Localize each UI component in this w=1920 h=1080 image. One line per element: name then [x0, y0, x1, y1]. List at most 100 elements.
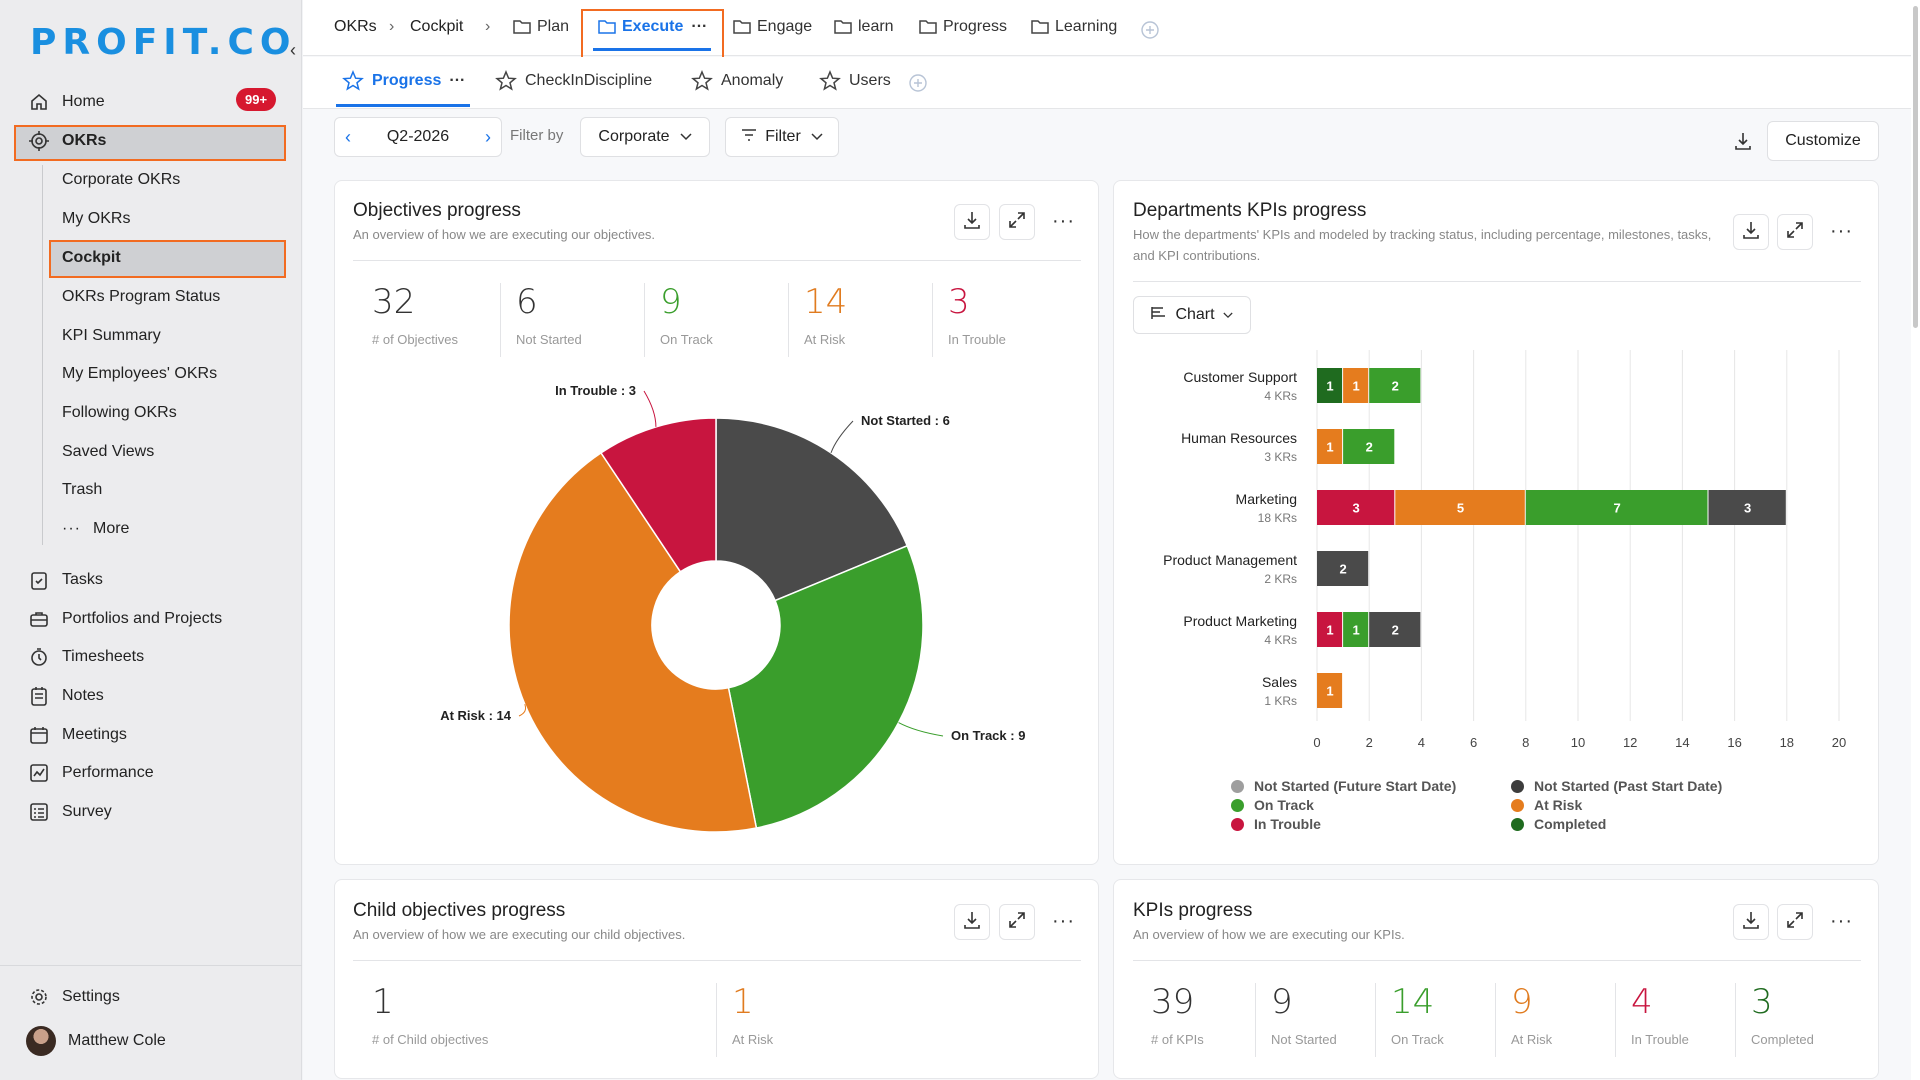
sidebar-item-trash[interactable]: Trash	[62, 481, 103, 498]
tab-label: Progress	[943, 18, 1008, 35]
add-subtab-icon[interactable]	[908, 73, 928, 98]
breadcrumb-okrs[interactable]: OKRs	[334, 18, 377, 35]
child-more-icon[interactable]: ···	[1052, 910, 1075, 932]
sidebar-item-settings[interactable]: Settings	[28, 982, 120, 1012]
chart-view-dropdown[interactable]: Chart	[1133, 296, 1251, 334]
sidebar-item-tasks[interactable]: Tasks	[28, 565, 103, 595]
folder-icon	[919, 19, 937, 35]
objectives-more-icon[interactable]: ···	[1052, 210, 1075, 232]
departments-more-icon[interactable]: ···	[1830, 220, 1853, 242]
subtab-anomaly[interactable]: Anomaly	[691, 70, 783, 92]
card-divider	[1133, 281, 1861, 282]
sidebar-item-kpi-summary[interactable]: KPI Summary	[62, 327, 161, 344]
tab-label: Engage	[757, 18, 813, 35]
sidebar-item-cockpit[interactable]: Cockpit	[62, 249, 121, 266]
category-label: Product Marketing	[1183, 613, 1297, 629]
tab-execute[interactable]: Execute ···	[598, 18, 707, 36]
sidebar-item-my-okrs[interactable]: My OKRs	[62, 210, 131, 227]
download-icon[interactable]	[1733, 131, 1753, 156]
kpis-expand-button[interactable]	[1777, 904, 1813, 940]
bar-segment-on-track[interactable]	[1369, 368, 1421, 403]
bar-segment-at-risk[interactable]	[1317, 673, 1343, 708]
legend-item[interactable]: Not Started (Future Start Date)	[1231, 778, 1456, 794]
tab-progress[interactable]: Progress	[919, 18, 1007, 36]
profit-co-logo[interactable]: PROFIT.CO	[30, 22, 297, 63]
donut-slice-on-track[interactable]	[727, 544, 924, 829]
sidebar-item-program-status[interactable]: OKRs Program Status	[62, 288, 221, 305]
next-period-icon[interactable]: ›	[484, 126, 491, 147]
sidebar-item-more[interactable]: ··· More	[62, 514, 129, 544]
collapse-sidebar-icon[interactable]: ‹	[290, 40, 296, 60]
sidebar-item-employees-okrs[interactable]: My Employees' OKRs	[62, 365, 218, 382]
sidebar-item-performance[interactable]: Performance	[28, 758, 154, 788]
donut-slice-not-started[interactable]	[715, 417, 909, 602]
user-profile[interactable]: Matthew Cole	[26, 1026, 166, 1056]
bar-segment-on-track[interactable]	[1343, 429, 1395, 464]
bar-segment-at-risk[interactable]	[1343, 368, 1369, 403]
subtab-options-icon[interactable]: ···	[449, 72, 466, 89]
sidebar-item-following-okrs[interactable]: Following OKRs	[62, 404, 177, 421]
tab-plan[interactable]: Plan	[513, 18, 569, 36]
subtab-users[interactable]: Users	[819, 70, 891, 92]
bar-segment-in-trouble[interactable]	[1317, 490, 1395, 525]
child-expand-button[interactable]	[999, 904, 1035, 940]
tab-learning[interactable]: Learning	[1031, 18, 1117, 36]
sidebar-item-corporate-okrs[interactable]: Corporate OKRs	[62, 171, 181, 188]
bar-segment-not-started-past-start-date-[interactable]	[1708, 490, 1786, 525]
sidebar-item-survey[interactable]: Survey	[28, 797, 112, 827]
calendar-icon	[28, 724, 50, 746]
breadcrumb-cockpit[interactable]: Cockpit	[410, 18, 464, 35]
category-sublabel: 4 KRs	[1264, 633, 1297, 647]
stat-label: # of Objectives	[372, 332, 458, 347]
tab-label: Plan	[537, 18, 570, 35]
kpis-more-icon[interactable]: ···	[1830, 910, 1853, 932]
objectives-expand-button[interactable]	[999, 204, 1035, 240]
bar-segment-on-track[interactable]	[1525, 490, 1708, 525]
scrollbar-thumb[interactable]	[1913, 6, 1918, 328]
filter-by-dropdown[interactable]: Corporate	[580, 117, 710, 157]
tab-options-icon[interactable]: ···	[691, 18, 708, 35]
bar-segment-at-risk[interactable]	[1317, 429, 1343, 464]
subtab-checkindiscipline[interactable]: CheckInDiscipline	[495, 70, 652, 92]
stat-kpis-not-started: 9 Not Started	[1271, 982, 1337, 1062]
bar-segment-on-track[interactable]	[1343, 612, 1369, 647]
tab-learn[interactable]: learn	[834, 18, 894, 36]
sidebar-item-meetings[interactable]: Meetings	[28, 720, 127, 750]
customize-button[interactable]: Customize	[1767, 121, 1879, 161]
sidebar-item-timesheets[interactable]: Timesheets	[28, 642, 144, 672]
legend-item[interactable]: Not Started (Past Start Date)	[1511, 778, 1722, 794]
sidebar-item-saved-views[interactable]: Saved Views	[62, 443, 155, 460]
bar-segment-not-started-past-start-date-[interactable]	[1369, 612, 1421, 647]
filter-button[interactable]: Filter	[725, 117, 839, 157]
active-subtab-underline	[336, 104, 470, 107]
legend-item[interactable]: At Risk	[1511, 797, 1582, 813]
bar-segment-at-risk[interactable]	[1395, 490, 1525, 525]
bar-segment-in-trouble[interactable]	[1317, 612, 1343, 647]
sidebar-item-home[interactable]: Home	[28, 87, 105, 117]
home-icon	[28, 91, 50, 113]
objectives-download-button[interactable]	[954, 204, 990, 240]
add-tab-icon[interactable]	[1140, 20, 1160, 45]
sidebar-item-portfolios[interactable]: Portfolios and Projects	[28, 604, 222, 634]
scrollbar[interactable]	[1911, 0, 1920, 1080]
download-icon	[962, 910, 982, 935]
bar-segment-not-started-past-start-date-[interactable]	[1317, 551, 1369, 586]
x-tick-label: 16	[1727, 735, 1741, 750]
departments-expand-button[interactable]	[1777, 214, 1813, 250]
child-download-button[interactable]	[954, 904, 990, 940]
bar-segment-completed[interactable]	[1317, 368, 1343, 403]
departments-download-button[interactable]	[1733, 214, 1769, 250]
sidebar-item-okrs[interactable]: OKRs	[28, 126, 106, 156]
kpis-download-button[interactable]	[1733, 904, 1769, 940]
legend-item[interactable]: Completed	[1511, 816, 1606, 832]
legend-item[interactable]: On Track	[1231, 797, 1314, 813]
donut-slice-at-risk[interactable]	[508, 451, 758, 833]
subtab-progress[interactable]: Progress ···	[342, 70, 465, 92]
donut-slice-in-trouble[interactable]	[599, 417, 717, 573]
legend-item[interactable]: In Trouble	[1231, 816, 1321, 832]
prev-period-icon[interactable]: ‹	[345, 126, 351, 147]
gear-icon	[28, 986, 50, 1008]
tab-engage[interactable]: Engage	[733, 18, 812, 36]
sidebar-item-notes[interactable]: Notes	[28, 681, 104, 711]
download-icon	[962, 210, 982, 235]
